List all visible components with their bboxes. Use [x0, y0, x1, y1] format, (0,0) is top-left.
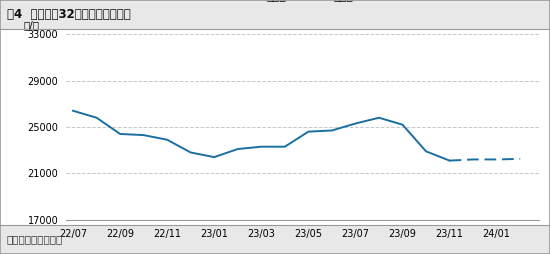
Text: 元/吨: 元/吨	[24, 21, 40, 30]
Text: 数据来源：卓创资讯: 数据来源：卓创资讯	[7, 234, 63, 244]
Text: 图4  普梳高配32支棉纱月均价预测: 图4 普梳高配32支棉纱月均价预测	[7, 8, 130, 21]
Legend: 实际值, 预测值: 实际值, 预测值	[229, 0, 358, 7]
